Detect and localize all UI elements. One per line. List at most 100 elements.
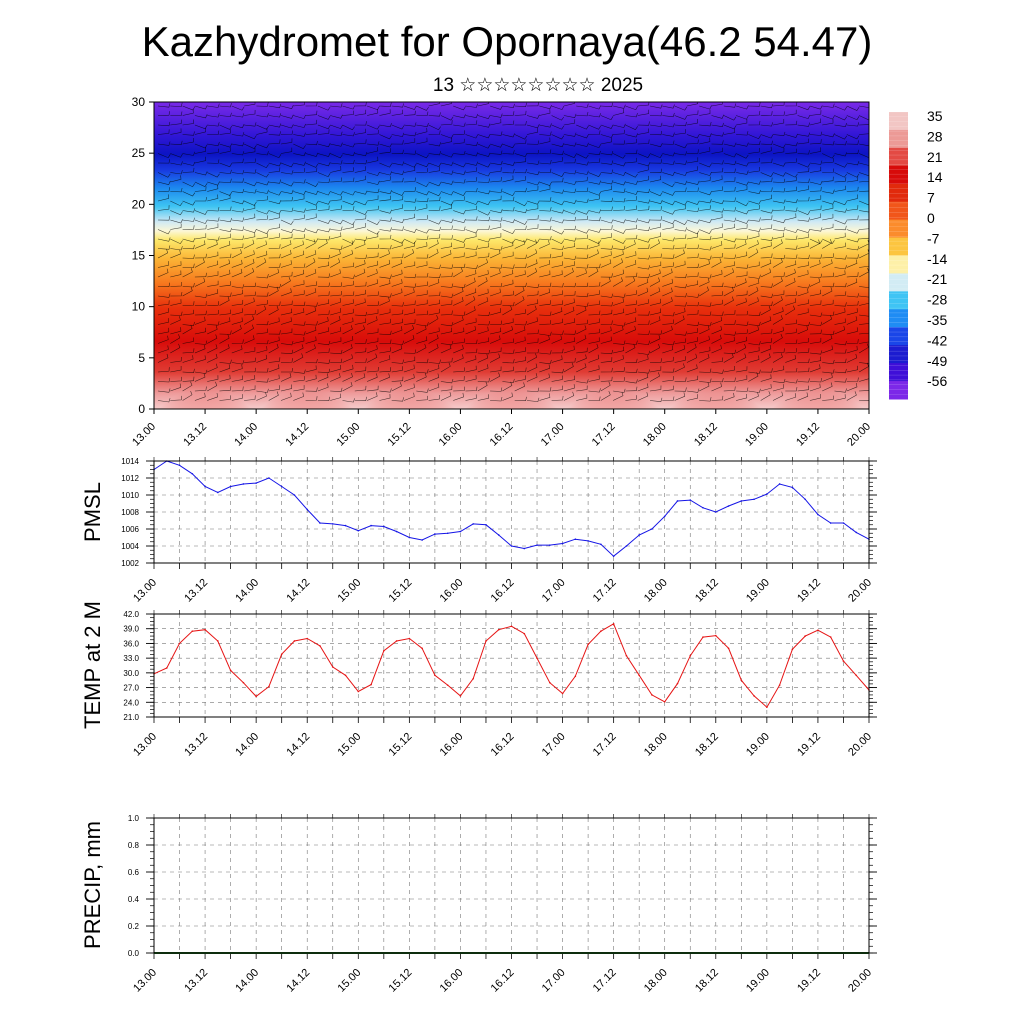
wind-barb: [785, 148, 797, 154]
wind-barb: [243, 324, 254, 335]
wind-barb: [416, 162, 429, 168]
x-tick-label: 13.12: [182, 577, 210, 605]
wind-barb: [809, 166, 822, 173]
wind-barb: [465, 365, 477, 373]
wind-barb: [293, 214, 305, 221]
x-tick-label: 18.12: [692, 421, 720, 449]
wind-barb: [182, 238, 196, 243]
wind-barb: [613, 354, 624, 363]
wind-barb: [453, 252, 465, 259]
wind-barb: [625, 240, 636, 249]
wind-barb: [748, 261, 760, 268]
wind-barb: [822, 259, 833, 268]
wind-barb: [760, 140, 773, 145]
wind-barb: [760, 259, 772, 268]
wind-barb: [305, 129, 318, 135]
wind-barb: [760, 215, 773, 221]
wind-barb: [625, 272, 638, 278]
wind-barb: [342, 364, 354, 373]
wind-barb: [231, 339, 244, 344]
wind-barb: [736, 170, 749, 175]
wind-barb: [637, 226, 650, 231]
wind-barb: [526, 204, 539, 211]
wind-barb: [403, 122, 417, 127]
wind-barb: [256, 368, 269, 373]
wind-barb: [231, 208, 245, 213]
wind-barb: [317, 396, 330, 401]
wind-barb: [674, 363, 685, 373]
wind-barb: [440, 344, 452, 354]
data-point: [625, 654, 628, 657]
wind-barb: [711, 269, 723, 278]
x-tick-label: 15.12: [387, 731, 415, 759]
wind-barb: [834, 225, 847, 231]
colorbar-label: -49: [927, 353, 947, 369]
wind-barb: [600, 390, 611, 401]
wind-barb: [502, 169, 515, 174]
wind-barb: [268, 268, 280, 278]
data-point: [357, 529, 360, 532]
wind-barb: [170, 187, 183, 193]
wind-barb: [760, 146, 772, 154]
wind-barb: [305, 269, 317, 278]
wind-barb: [674, 260, 686, 268]
x-tick-label: 15.00: [335, 967, 363, 995]
wind-barb: [428, 124, 442, 131]
wind-barb: [699, 286, 709, 297]
wind-barb: [465, 216, 478, 221]
wind-barb: [440, 310, 453, 316]
wind-barb: [305, 374, 317, 382]
data-point: [395, 530, 398, 533]
wind-barb: [403, 131, 417, 137]
wind-barb: [576, 292, 589, 298]
wind-barb: [219, 162, 233, 168]
wind-barb: [662, 262, 674, 268]
wind-barb: [305, 190, 319, 195]
wind-barb: [563, 119, 576, 126]
wind-barb: [723, 296, 734, 306]
wind-barb: [760, 209, 774, 214]
wind-barb: [858, 200, 869, 206]
wind-barb: [280, 300, 293, 306]
wind-barb: [194, 369, 208, 374]
x-tick-label: 17.00: [540, 731, 568, 759]
wind-barb: [822, 395, 834, 401]
wind-barb: [674, 377, 687, 382]
wind-barb: [699, 382, 710, 392]
wind-barb: [268, 385, 280, 392]
x-tick-label: 14.12: [284, 577, 312, 605]
data-point: [280, 653, 283, 656]
y-tick-label: 33.0: [123, 654, 139, 663]
wind-barb: [797, 367, 810, 373]
wind-barb: [428, 130, 441, 135]
wind-barb: [699, 162, 712, 168]
wind-barb: [711, 140, 724, 145]
wind-barb: [576, 394, 588, 401]
wind-barb: [170, 200, 183, 207]
wind-barb: [244, 395, 256, 401]
x-tick-label: 15.00: [335, 577, 363, 605]
wind-barb: [576, 269, 587, 278]
wind-barb: [428, 373, 440, 382]
wind-barb: [330, 131, 343, 136]
wind-barb: [686, 388, 700, 393]
wind-barb: [625, 325, 636, 335]
wind-barb: [194, 224, 207, 230]
wind-barb: [477, 349, 491, 355]
wind-barb: [637, 287, 649, 297]
wind-barb: [699, 137, 711, 145]
colorbar-segment: [889, 129, 908, 149]
wind-barb: [785, 213, 797, 221]
wind-barb: [809, 393, 821, 401]
wind-barb: [834, 242, 846, 249]
wind-barb: [280, 219, 294, 225]
wind-barb: [649, 261, 662, 268]
wind-barb: [244, 213, 256, 221]
wind-barb: [526, 224, 539, 230]
wind-barb: [797, 233, 809, 240]
wind-barb: [502, 103, 515, 109]
wind-barb: [576, 302, 589, 307]
wind-barb: [330, 364, 342, 373]
wind-barb: [822, 213, 834, 221]
data-point: [459, 695, 462, 697]
